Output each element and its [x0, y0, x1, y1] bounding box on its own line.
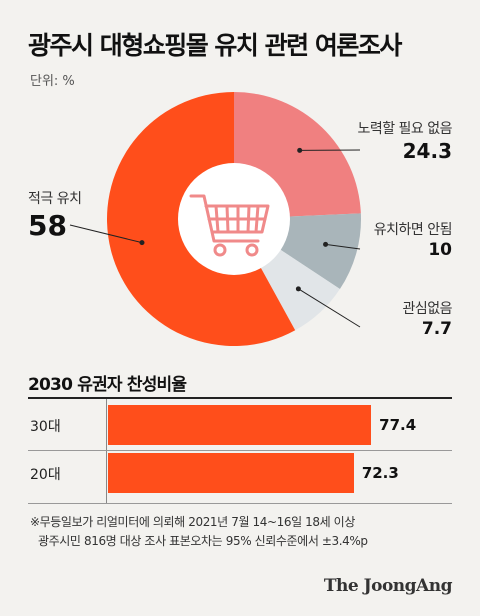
bar-label-20s: 20대 [30, 467, 61, 483]
publisher-logo: The JoongAng [323, 576, 453, 596]
slice-value-active: 58 [28, 209, 67, 242]
bar-mid-rule [28, 450, 452, 451]
bar-bottom-rule [28, 503, 452, 504]
bar-20s [108, 453, 354, 493]
bar-top-rule [28, 397, 452, 399]
slice-label-active: 적극 유치 [28, 191, 82, 207]
bar-value-20s: 72.3 [361, 464, 399, 482]
unit-label: 단위: % [30, 74, 75, 89]
bar-value-30s: 77.4 [379, 416, 417, 434]
leader-active [69, 224, 143, 244]
leader-no-need-dot [297, 147, 303, 153]
slice-value-no-need: 24.3 [402, 139, 452, 163]
slice-label-no-need: 노력할 필요 없음 [357, 121, 452, 137]
leader-lines [69, 147, 361, 328]
slice-value-no-interest: 7.7 [421, 319, 452, 339]
chart-title: 광주시 대형쇼핑몰 유치 관련 여론조사 [28, 31, 402, 60]
shopping-cart-icon [189, 194, 270, 257]
slice-label-no-interest: 관심없음 [402, 301, 452, 317]
slice-value-should-not: 10 [428, 240, 452, 260]
leader-no-interest-dot [295, 286, 301, 292]
donut-chart [69, 92, 362, 346]
leader-should-not [325, 243, 361, 250]
survey-note-line2: 광주시민 816명 대상 조사 표본오차는 95% 신뢰수준에서 ±3.4%p [38, 534, 368, 548]
survey-note-line1: ※무등일보가 리얼미터에 의뢰해 2021년 7월 14~16일 18세 이상 [30, 515, 355, 529]
leader-active-dot [139, 240, 145, 246]
bar-30s [108, 405, 372, 445]
bar-axis [106, 399, 107, 504]
bar-label-30s: 30대 [30, 419, 61, 435]
leader-no-interest [298, 288, 361, 328]
bar-chart-title: 2030 유권자 찬성비율 [28, 375, 187, 395]
slice-label-should-not: 유치하면 안됨 [373, 222, 453, 238]
leader-should-not-dot [323, 241, 329, 247]
